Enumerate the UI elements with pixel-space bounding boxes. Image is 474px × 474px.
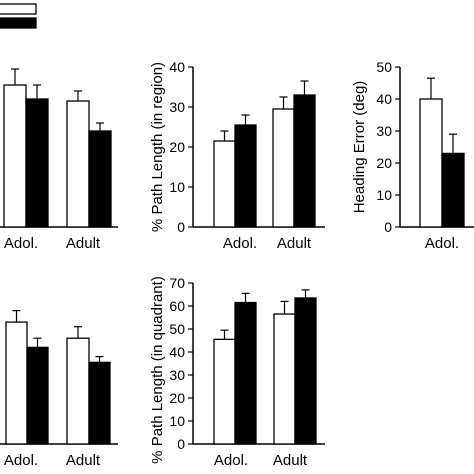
y-tick-label: 20	[169, 139, 185, 155]
y-tick-label: 10	[169, 413, 185, 429]
legend-swatch	[0, 17, 37, 29]
bar	[26, 346, 49, 445]
y-tick-label: 20	[376, 155, 392, 171]
y-tick-label: 30	[169, 99, 185, 115]
bar	[213, 338, 236, 445]
bar	[213, 140, 236, 228]
bar	[234, 301, 257, 445]
bar	[419, 98, 443, 228]
y-tick-label: 30	[376, 123, 392, 139]
chart-panel-2: 0 10 20 30 40% Path Length (in region) Adol. A…	[149, 59, 325, 252]
bar	[5, 321, 28, 445]
bar	[88, 130, 112, 228]
bar	[66, 100, 90, 228]
y-tick-label: 30	[169, 367, 185, 383]
category-label: Adult	[66, 235, 101, 252]
chart-panel-1: Adol. Adult	[0, 68, 118, 252]
y-tick-label: 0	[384, 219, 392, 235]
category-label: Adol.	[223, 235, 257, 252]
bar	[234, 124, 257, 228]
bar	[441, 152, 465, 228]
bar	[273, 313, 296, 445]
category-label: Adol.	[425, 235, 459, 252]
category-label: Adol.	[4, 235, 38, 252]
bar	[3, 84, 27, 228]
legend-swatch	[0, 3, 37, 15]
y-tick-label: 10	[376, 187, 392, 203]
y-tick-label: 0	[177, 219, 185, 235]
bar	[88, 361, 111, 445]
y-axis-label: % Path Length (in region)	[149, 62, 166, 232]
y-axis-label: % Path Length (in quadrant)	[149, 276, 166, 464]
y-tick-label: 40	[169, 59, 185, 75]
chart-panel-5: 0 10 20 30 40 50 60 70% Path Length (in quadran…	[149, 275, 325, 469]
y-axis-label: Heading Error (deg)	[351, 81, 368, 214]
bar	[66, 337, 90, 445]
y-tick-label: 20	[169, 390, 185, 406]
category-label: Adol.	[214, 452, 248, 469]
bar	[294, 297, 317, 445]
category-label: Adult	[273, 452, 308, 469]
chart-panel-4: Adol. Adult	[0, 310, 118, 469]
category-label: Adol.	[4, 452, 38, 469]
bar	[272, 108, 295, 228]
category-label: Adult	[66, 452, 101, 469]
bar	[293, 94, 316, 228]
legend	[0, 3, 37, 29]
y-tick-label: 70	[169, 275, 185, 291]
y-tick-label: 60	[169, 298, 185, 314]
category-label: Adult	[277, 235, 312, 252]
y-tick-label: 40	[169, 344, 185, 360]
chart-panel-3: 0 10 20 30 40 50 Heading Error (deg) Adol.	[351, 59, 474, 252]
y-tick-label: 10	[169, 179, 185, 195]
bar	[25, 98, 49, 228]
y-tick-label: 40	[376, 91, 392, 107]
y-tick-label: 50	[169, 321, 185, 337]
y-tick-label: 50	[376, 59, 392, 75]
y-tick-label: 0	[177, 436, 185, 452]
